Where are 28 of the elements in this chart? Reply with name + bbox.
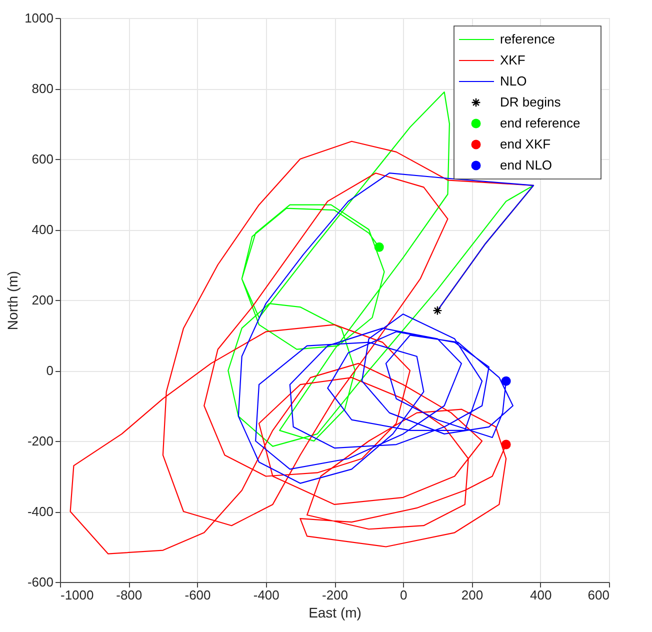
x-tick-label: -400 <box>253 588 280 602</box>
y-tick-label: 0 <box>46 363 54 378</box>
legend-label: end NLO <box>500 158 552 172</box>
legend-label: reference <box>500 32 555 46</box>
y-tick-label: -200 <box>27 434 54 448</box>
x-tick-label: -200 <box>322 588 348 602</box>
x-tick-label: -600 <box>184 588 211 602</box>
x-tick-label: 0 <box>400 588 408 602</box>
y-axis-title: North (m) <box>4 270 21 330</box>
line-series <box>238 172 534 484</box>
y-tick-label: 800 <box>32 81 54 96</box>
y-tick-label: 200 <box>32 292 54 308</box>
x-tick-label: 600 <box>588 588 610 602</box>
legend-label: end reference <box>500 116 580 130</box>
x-tick-label: 200 <box>461 588 484 602</box>
legend-label: XKF <box>500 52 526 68</box>
legend-label: end XKF <box>500 136 551 152</box>
legend-label: DR begins <box>500 94 562 110</box>
y-tick-label: -600 <box>27 574 54 590</box>
x-tick-label: 400 <box>530 588 552 602</box>
x-axis-title: East (m) <box>308 604 362 620</box>
x-tick-label: -1000 <box>60 588 94 602</box>
y-tick-label: 600 <box>32 152 54 166</box>
legend-label: NLO <box>500 74 527 88</box>
y-tick-label: 1000 <box>24 10 54 26</box>
y-tick-label: 400 <box>32 222 54 237</box>
y-tick-label: -400 <box>27 504 54 519</box>
x-tick-label: -800 <box>116 588 142 602</box>
